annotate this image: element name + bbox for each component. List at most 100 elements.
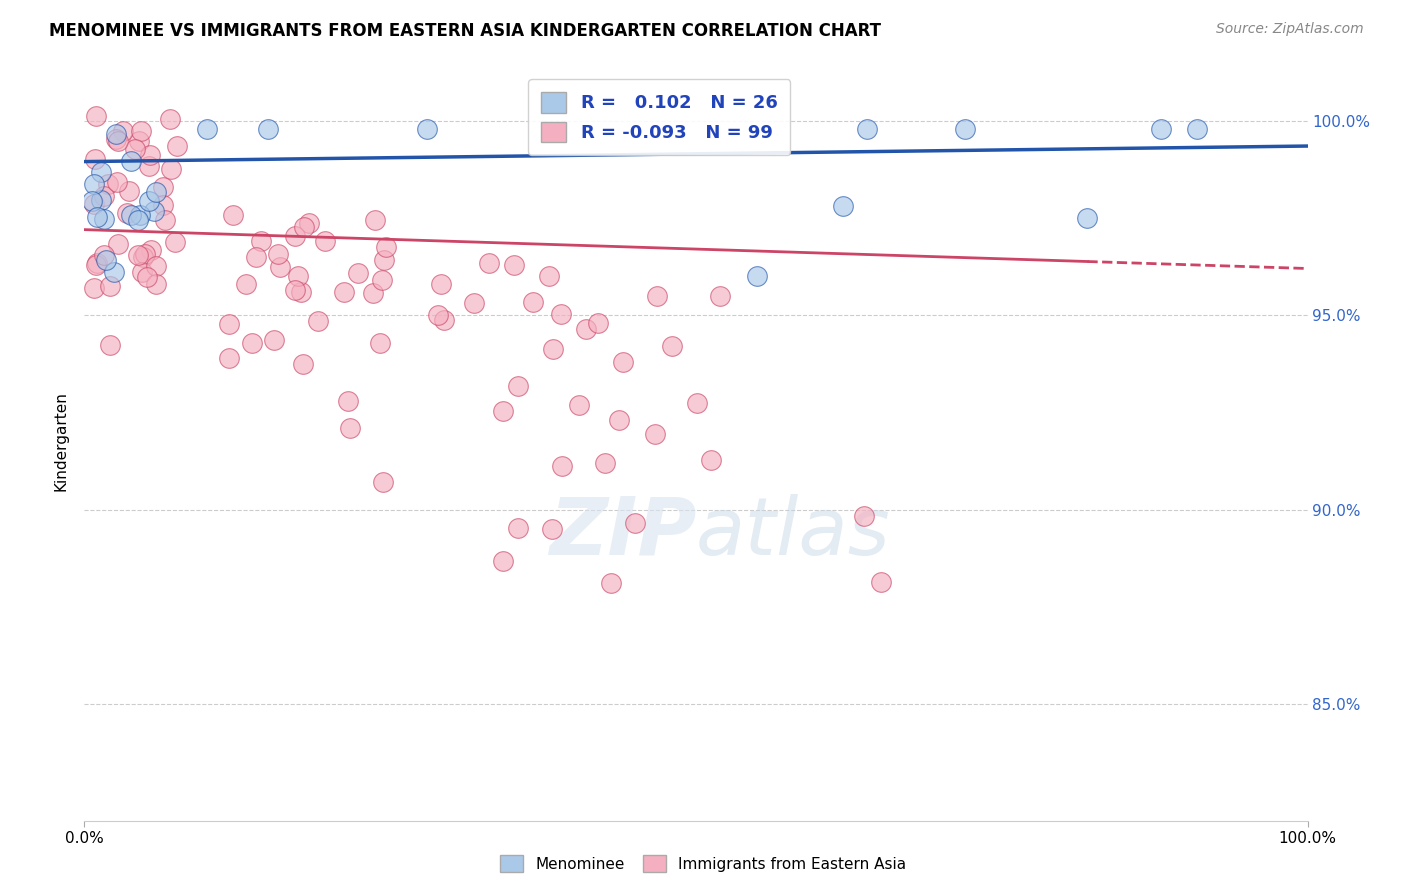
Point	[145, 185, 167, 199]
Point	[593, 456, 616, 470]
Point	[105, 175, 128, 189]
Point	[98, 279, 121, 293]
Point	[128, 208, 150, 222]
Point	[96, 252, 118, 267]
Point	[538, 269, 561, 284]
Point	[375, 240, 398, 254]
Point	[84, 258, 107, 272]
Point	[84, 152, 107, 166]
Legend: Menominee, Immigrants from Eastern Asia: Menominee, Immigrants from Eastern Asia	[492, 847, 914, 880]
Point	[139, 148, 162, 162]
Point	[575, 322, 598, 336]
Point	[953, 121, 976, 136]
Point	[550, 307, 572, 321]
Point	[93, 189, 115, 203]
Point	[1187, 121, 1209, 136]
Point	[371, 475, 394, 490]
Text: Source: ZipAtlas.com: Source: ZipAtlas.com	[1216, 22, 1364, 37]
Point	[339, 421, 361, 435]
Point	[540, 523, 562, 537]
Point	[84, 109, 107, 123]
Point	[373, 253, 395, 268]
Point	[543, 342, 565, 356]
Y-axis label: Kindergarten: Kindergarten	[53, 392, 69, 491]
Point	[361, 285, 384, 300]
Point	[160, 161, 183, 176]
Point	[416, 121, 439, 136]
Legend: R =   0.102   N = 26, R = -0.093   N = 99: R = 0.102 N = 26, R = -0.093 N = 99	[529, 79, 790, 155]
Point	[222, 208, 245, 222]
Point	[80, 194, 103, 208]
Point	[138, 159, 160, 173]
Point	[370, 273, 392, 287]
Text: atlas: atlas	[696, 493, 891, 572]
Point	[661, 339, 683, 353]
Point	[347, 266, 370, 280]
Point	[568, 398, 591, 412]
Point	[98, 338, 121, 352]
Point	[430, 277, 453, 291]
Point	[163, 235, 186, 249]
Point	[86, 211, 108, 225]
Point	[599, 576, 621, 591]
Point	[120, 154, 142, 169]
Point	[90, 193, 112, 207]
Point	[139, 244, 162, 258]
Point	[127, 248, 149, 262]
Point	[159, 112, 181, 127]
Point	[131, 264, 153, 278]
Point	[90, 165, 112, 179]
Point	[195, 121, 218, 136]
Point	[257, 121, 280, 136]
Point	[153, 212, 176, 227]
Point	[644, 427, 666, 442]
Point	[337, 393, 360, 408]
Point	[292, 220, 315, 235]
Point	[508, 379, 530, 393]
Point	[607, 413, 630, 427]
Point	[145, 277, 167, 291]
Point	[93, 211, 115, 226]
Point	[522, 295, 544, 310]
Point	[138, 194, 160, 209]
Point	[104, 127, 127, 141]
Point	[699, 453, 721, 467]
Point	[612, 355, 634, 369]
Point	[550, 459, 572, 474]
Point	[240, 336, 263, 351]
Point	[284, 283, 307, 297]
Point	[97, 177, 120, 191]
Point	[129, 124, 152, 138]
Point	[107, 134, 129, 148]
Point	[853, 509, 876, 524]
Point	[83, 196, 105, 211]
Point	[463, 295, 485, 310]
Point	[368, 335, 391, 350]
Point	[287, 268, 309, 283]
Point	[105, 132, 128, 146]
Point	[152, 198, 174, 212]
Point	[307, 313, 329, 327]
Point	[112, 124, 135, 138]
Point	[166, 139, 188, 153]
Text: MENOMINEE VS IMMIGRANTS FROM EASTERN ASIA KINDERGARTEN CORRELATION CHART: MENOMINEE VS IMMIGRANTS FROM EASTERN ASI…	[49, 22, 882, 40]
Point	[298, 216, 321, 230]
Point	[292, 357, 315, 371]
Point	[135, 269, 157, 284]
Point	[218, 317, 240, 331]
Point	[290, 285, 312, 300]
Point	[478, 256, 501, 270]
Point	[235, 277, 257, 292]
Point	[267, 247, 290, 261]
Point	[492, 403, 515, 417]
Point	[426, 308, 449, 322]
Point	[831, 199, 853, 213]
Point	[124, 142, 146, 156]
Point	[747, 269, 769, 284]
Point	[134, 247, 156, 261]
Point	[132, 250, 155, 264]
Point	[433, 313, 456, 327]
Point	[250, 234, 273, 248]
Point	[624, 516, 647, 530]
Point	[645, 289, 668, 303]
